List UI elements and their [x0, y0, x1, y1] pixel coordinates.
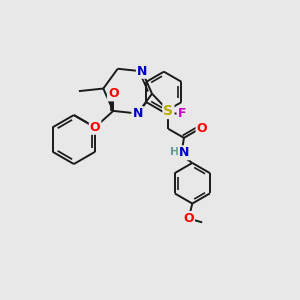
- Text: N: N: [132, 107, 143, 120]
- Text: N: N: [137, 65, 147, 78]
- Text: O: O: [196, 122, 207, 134]
- Text: O: O: [90, 121, 101, 134]
- Text: O: O: [183, 212, 194, 225]
- Text: N: N: [179, 146, 189, 159]
- Text: S: S: [164, 104, 173, 118]
- Text: H: H: [170, 147, 180, 157]
- Text: F: F: [178, 107, 186, 120]
- Text: O: O: [108, 87, 119, 101]
